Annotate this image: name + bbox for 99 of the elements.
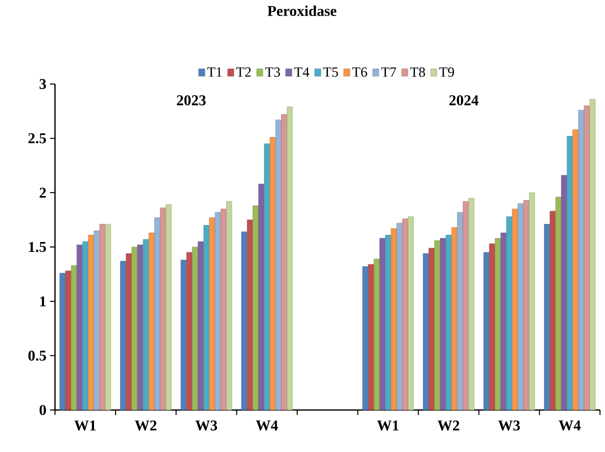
bar — [264, 144, 270, 410]
bar — [192, 246, 198, 410]
bar — [408, 216, 414, 410]
x-tick-label: W1 — [74, 420, 96, 431]
bar — [512, 208, 518, 410]
legend-label: T2 — [236, 67, 251, 77]
bar — [71, 265, 77, 410]
bar — [186, 252, 192, 410]
bar — [402, 218, 408, 410]
bar — [180, 260, 186, 410]
bar — [550, 210, 556, 410]
bar — [76, 244, 82, 410]
y-tick-label: 2 — [40, 188, 46, 198]
bar — [142, 239, 149, 410]
bar — [126, 253, 132, 410]
bar — [434, 240, 440, 410]
bar — [166, 204, 172, 410]
annotation: 2023 — [176, 95, 206, 106]
bar — [120, 260, 126, 410]
bar — [241, 232, 247, 410]
legend-label: T5 — [323, 67, 338, 77]
bar — [82, 241, 88, 410]
y-tick-label: 3 — [40, 78, 46, 90]
bar — [374, 258, 380, 410]
bar — [523, 200, 530, 410]
bar — [132, 246, 138, 410]
bar — [451, 227, 458, 410]
bar — [468, 198, 474, 410]
legend-label: T8 — [410, 67, 425, 77]
x-tick-label: W1 — [377, 420, 398, 431]
bar — [137, 244, 143, 410]
bar — [506, 216, 512, 410]
bar — [428, 248, 434, 410]
y-tick-label: 2.5 — [28, 133, 46, 144]
bar — [362, 266, 368, 410]
legend-label: T1 — [207, 67, 222, 77]
bar — [60, 272, 66, 410]
legend-label: T3 — [265, 67, 280, 77]
bar — [561, 175, 567, 410]
bar — [286, 106, 293, 410]
y-tick-label: 1.5 — [29, 242, 46, 252]
bar — [209, 218, 215, 410]
bar — [270, 137, 276, 410]
bar — [214, 212, 221, 410]
bar — [390, 228, 397, 410]
bar — [422, 253, 429, 410]
bar — [160, 208, 166, 410]
bar — [100, 224, 106, 410]
x-tick-label: W4 — [558, 420, 581, 431]
bar — [555, 196, 562, 410]
bar — [88, 234, 94, 410]
bar — [446, 234, 452, 410]
bar — [396, 222, 402, 410]
bar — [572, 129, 578, 410]
y-tick-label: 1 — [40, 296, 46, 306]
bar — [462, 201, 469, 410]
bar — [148, 232, 154, 410]
bar — [252, 206, 258, 410]
bar — [584, 106, 590, 410]
y-tick-label: 0 — [40, 404, 46, 416]
x-tick-label: W2 — [438, 420, 460, 431]
bar — [494, 238, 501, 410]
bar — [275, 120, 282, 410]
bar — [198, 241, 204, 410]
x-tick-label: W4 — [256, 420, 278, 431]
bar — [590, 99, 596, 410]
bar — [489, 244, 495, 410]
legend-label: T4 — [294, 67, 310, 77]
bar — [226, 201, 232, 410]
annotation: 2024 — [449, 95, 478, 106]
bar — [566, 136, 573, 410]
bar — [65, 270, 72, 410]
bar — [500, 232, 506, 410]
y-tick-label: 0.5 — [28, 350, 46, 361]
legend-label: T7 — [381, 67, 396, 77]
bar — [258, 184, 264, 410]
legend-label: T9 — [439, 67, 454, 77]
bar — [154, 218, 160, 410]
bar — [204, 225, 210, 410]
legend-label: T6 — [352, 67, 368, 77]
bar — [385, 234, 391, 410]
bar — [368, 264, 374, 410]
bar — [220, 208, 226, 410]
x-tick-label: W3 — [498, 420, 520, 431]
bar — [380, 238, 386, 410]
bar — [440, 238, 446, 410]
bar — [247, 220, 253, 410]
bar — [578, 110, 584, 410]
bar — [544, 224, 550, 410]
chart-title: Peroxidase — [268, 6, 336, 16]
bar — [281, 114, 287, 410]
bar — [94, 230, 100, 410]
bar — [484, 252, 490, 410]
bar — [518, 203, 524, 410]
bar — [457, 212, 463, 410]
x-tick-label: W2 — [134, 420, 156, 431]
bar — [105, 224, 111, 410]
x-tick-label: W3 — [195, 420, 218, 431]
bar — [529, 192, 535, 410]
